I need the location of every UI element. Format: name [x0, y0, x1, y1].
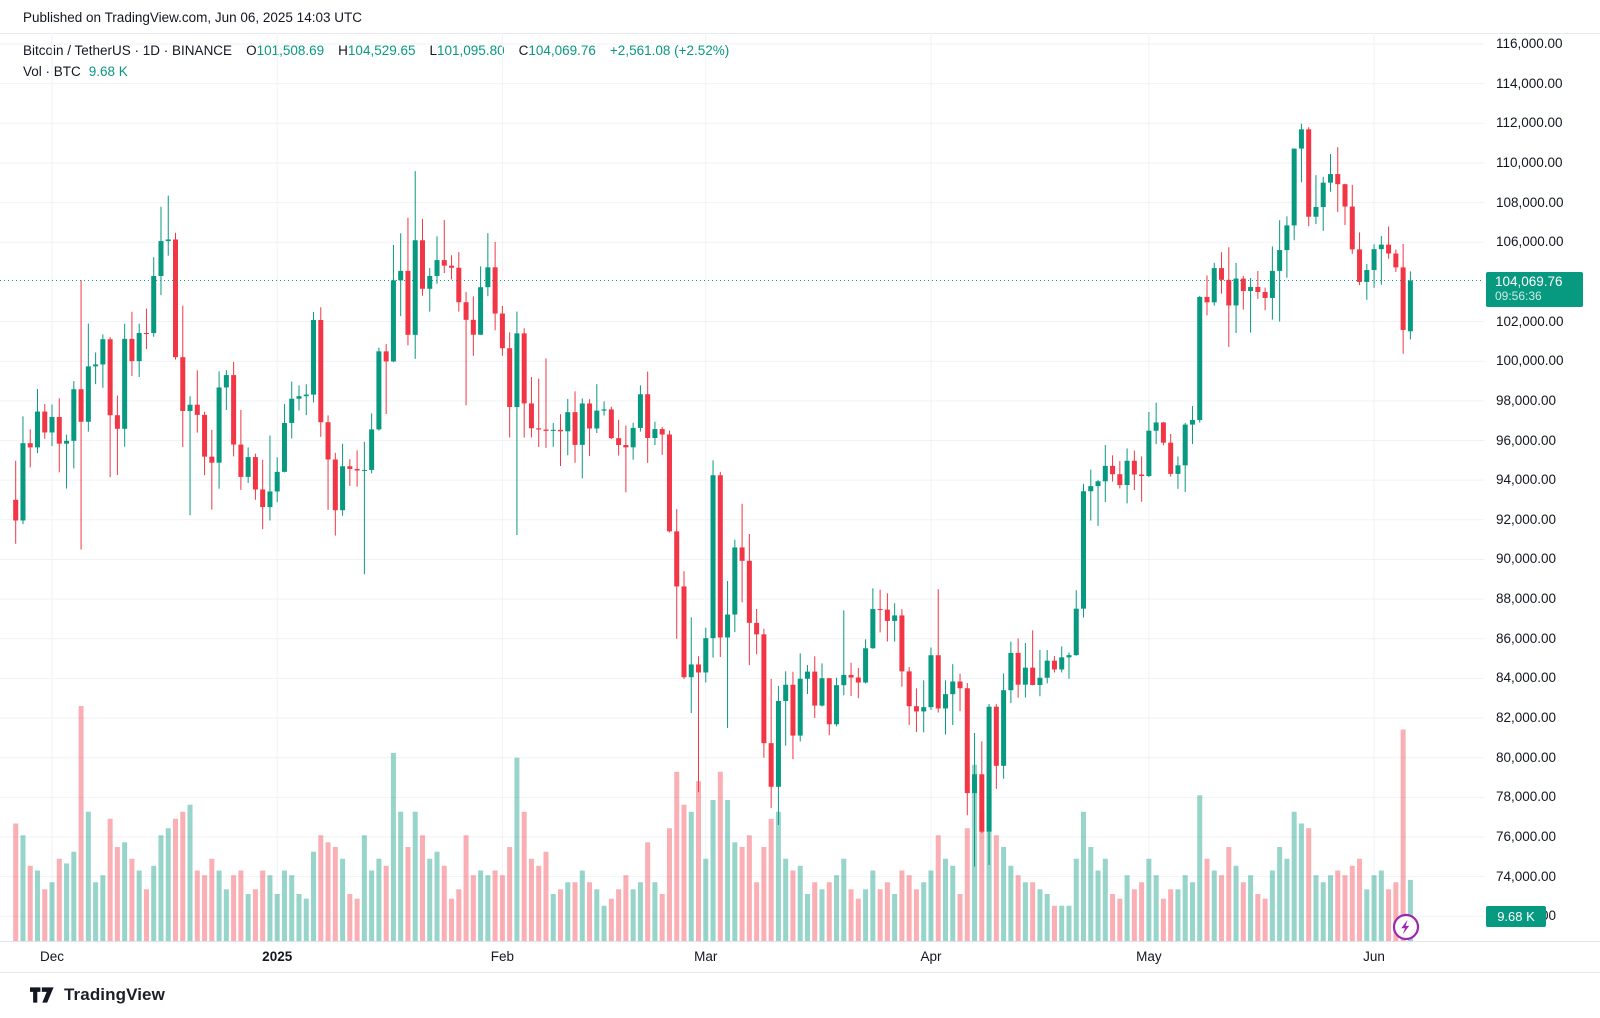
time-axis-label: Dec	[40, 949, 65, 964]
change-value: +2,561.08 (+2.52%)	[609, 43, 730, 58]
price-axis-label: 88,000.00	[1496, 591, 1557, 607]
open-value: 101,508.69	[256, 43, 325, 58]
lightning-bolt-glyph	[1401, 919, 1410, 935]
price-axis-label: 86,000.00	[1496, 630, 1557, 646]
price-axis-label: 82,000.00	[1496, 710, 1557, 726]
high-value: 104,529.65	[347, 43, 416, 58]
tradingview-brand-text: TradingView	[64, 985, 165, 1004]
time-axis-label: Mar	[694, 949, 718, 964]
price-axis-label: 92,000.00	[1496, 511, 1557, 527]
tradingview-logo-icon	[30, 987, 54, 1003]
time-axis: Dec 2025 Feb Mar Apr May Jun	[0, 941, 1600, 973]
lightning-icon[interactable]	[1392, 913, 1420, 941]
time-axis-label: May	[1136, 949, 1162, 964]
price-axis: 116,000.00 114,000.00 112,000.00 110,000.00…	[1484, 33, 1600, 971]
close-value: 104,069.76	[528, 43, 596, 58]
low-label: L	[429, 43, 438, 58]
time-axis-label: Jun	[1363, 949, 1385, 964]
symbol-title: Bitcoin / TetherUS · 1D · BINANCE	[23, 43, 233, 58]
time-axis-label: 2025	[262, 949, 293, 964]
price-axis-label: 100,000.00	[1496, 353, 1564, 369]
price-axis-label: 106,000.00	[1496, 234, 1564, 250]
last-price-value: 104,069.76	[1495, 273, 1563, 289]
price-axis-label: 116,000.00	[1496, 36, 1563, 51]
price-axis-label: 80,000.00	[1496, 749, 1557, 765]
header-divider	[0, 33, 1600, 34]
current-volume-badge: 9.68 K	[1486, 906, 1546, 928]
price-axis-label: 110,000.00	[1496, 154, 1563, 170]
published-caption: Published on TradingView.com, Jun 06, 20…	[23, 10, 362, 25]
high-label: H	[338, 43, 348, 58]
price-axis-label: 108,000.00	[1496, 194, 1564, 210]
low-value: 101,095.80	[437, 43, 505, 58]
price-axis-label: 96,000.00	[1496, 432, 1557, 448]
price-axis-label: 114,000.00	[1496, 75, 1563, 91]
close-label: C	[518, 43, 529, 58]
time-axis-label: Feb	[490, 949, 515, 964]
last-price-badge: 104,069.76 09:56:36	[1486, 271, 1583, 307]
open-label: O	[246, 43, 257, 58]
bar-countdown: 09:56:36	[1495, 288, 1542, 303]
price-axis-label: 76,000.00	[1496, 829, 1557, 844]
volume-value: 9.68 K	[88, 64, 128, 79]
price-axis-label: 94,000.00	[1496, 472, 1557, 488]
price-axis-label: 112,000.00	[1496, 115, 1563, 131]
price-axis-label: 98,000.00	[1496, 392, 1557, 408]
price-axis-label: 74,000.00	[1496, 868, 1557, 884]
price-axis-label: 102,000.00	[1496, 313, 1564, 329]
tradingview-link[interactable]: TradingView	[30, 984, 165, 1006]
symbol-legend: Bitcoin / TetherUS · 1D · BINANCE O101,50…	[23, 43, 729, 58]
price-axis-label: 84,000.00	[1496, 670, 1557, 686]
price-axis-label: 90,000.00	[1496, 551, 1557, 567]
candlestick-chart[interactable]	[0, 33, 1484, 941]
chart-canvas[interactable]	[0, 33, 1484, 941]
time-axis-label: Apr	[920, 949, 942, 964]
price-axis-label: 78,000.00	[1496, 789, 1557, 805]
